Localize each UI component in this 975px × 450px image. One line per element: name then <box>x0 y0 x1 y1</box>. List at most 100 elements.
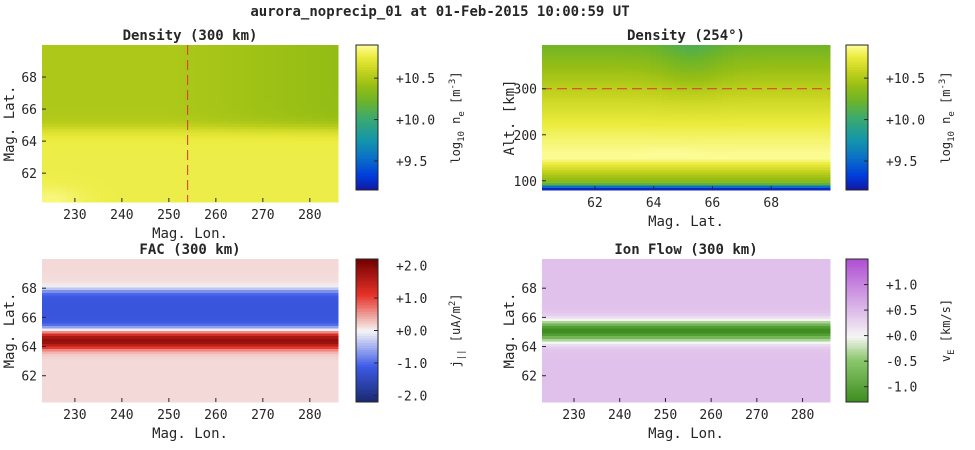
heatmap-cell <box>165 89 173 94</box>
heatmap-cell <box>109 151 117 155</box>
heatmap-cell <box>276 50 284 55</box>
heatmap-cell <box>239 112 247 116</box>
heatmap-cell <box>60 78 68 83</box>
heatmap-cell <box>79 193 86 197</box>
heatmap-cell <box>257 157 265 161</box>
heatmap-cell <box>245 45 253 49</box>
heatmap-cell <box>171 103 179 108</box>
heatmap-cell <box>159 134 166 139</box>
heatmap-cell <box>97 73 105 77</box>
heatmap-cell <box>171 61 179 66</box>
heatmap-cell <box>202 98 210 102</box>
heatmap-cell <box>66 171 74 175</box>
heatmap-cell <box>42 98 49 102</box>
heatmap-cell <box>54 145 62 150</box>
heatmap-cell <box>196 131 203 136</box>
heatmap-cell <box>294 109 302 113</box>
heatmap-cell <box>42 140 49 144</box>
heatmap-cell <box>128 95 136 99</box>
colorbar-label-superscript: -3 <box>448 79 458 90</box>
heatmap-cell <box>116 185 123 189</box>
heatmap-cell <box>97 56 105 60</box>
heatmap-cell <box>109 157 117 161</box>
heatmap-cell <box>202 56 210 60</box>
heatmap-cell <box>227 196 234 200</box>
heatmap-cell <box>319 148 327 153</box>
heatmap-cell <box>220 151 228 155</box>
colorbar-label-text: ] <box>449 71 463 78</box>
heatmap-cell <box>48 157 55 161</box>
heatmap-cell <box>122 56 129 60</box>
heatmap-cell <box>251 176 259 181</box>
heatmap-cell <box>159 176 166 181</box>
heatmap-cell <box>270 64 277 69</box>
heatmap-cell <box>97 89 105 94</box>
heatmap-cell <box>165 131 173 136</box>
heatmap-cell <box>680 45 687 49</box>
heatmap-cell <box>251 159 259 164</box>
heatmap-cell <box>227 103 234 108</box>
heatmap-cell <box>109 196 117 200</box>
heatmap-cell <box>109 92 117 97</box>
heatmap-cell <box>128 176 136 181</box>
heatmap-cell <box>116 196 123 200</box>
heatmap-cell <box>233 61 240 66</box>
heatmap-cell <box>103 134 111 139</box>
heatmap-cell <box>294 106 302 111</box>
heatmap-cell <box>66 157 74 161</box>
heatmap-cell <box>313 70 321 74</box>
heatmap-cell <box>122 140 129 144</box>
heatmap-cell <box>42 101 49 105</box>
heatmap-cell <box>153 98 160 102</box>
heatmap-cell <box>42 134 49 139</box>
heatmap-cell <box>116 168 123 172</box>
heatmap-cell <box>257 103 265 108</box>
heatmap-cell <box>288 117 296 122</box>
heatmap-cell <box>257 176 265 181</box>
heatmap-cell <box>282 145 290 150</box>
heatmap-cell <box>66 162 74 167</box>
heatmap-cell <box>301 56 308 60</box>
heatmap-cell <box>42 61 49 66</box>
heatmap-cell <box>79 123 86 127</box>
heatmap-cell <box>103 126 111 130</box>
heatmap-cell <box>116 75 123 80</box>
heatmap-cell <box>103 179 111 183</box>
heatmap-cell <box>270 84 277 88</box>
heatmap-cell <box>202 87 210 91</box>
heatmap-cell <box>202 75 210 80</box>
heatmap-cell <box>270 112 277 116</box>
heatmap-cell <box>103 137 111 141</box>
heatmap-cell <box>122 173 129 178</box>
heatmap-cell <box>301 67 308 71</box>
heatmap-cell <box>220 87 228 91</box>
heatmap-cell <box>301 145 308 150</box>
heatmap-cell <box>146 151 154 155</box>
heatmap-cell <box>122 81 129 85</box>
heatmap-cell <box>301 120 308 125</box>
heatmap-cell <box>177 140 185 144</box>
heatmap-cell <box>128 179 136 183</box>
heatmap-cell <box>288 173 296 178</box>
heatmap-cell <box>97 87 105 91</box>
heatmap-cell <box>251 109 259 113</box>
heatmap-cell <box>214 179 222 183</box>
heatmap-cell <box>116 182 123 186</box>
heatmap-cell <box>140 134 148 139</box>
heatmap-cell <box>91 162 99 167</box>
heatmap-cell <box>97 47 105 52</box>
heatmap-cell <box>116 148 123 153</box>
heatmap-cell <box>307 87 314 91</box>
heatmap-cell <box>282 70 290 74</box>
heatmap-cell <box>220 67 228 71</box>
heatmap-cell <box>183 131 191 136</box>
heatmap-cell <box>190 165 197 169</box>
heatmap-cell <box>54 50 62 55</box>
heatmap-cell <box>54 157 62 161</box>
heatmap-cell <box>122 151 129 155</box>
heatmap-cell <box>319 162 327 167</box>
heatmap-cell <box>220 56 228 60</box>
heatmap-cell <box>177 84 185 88</box>
heatmap-cell <box>140 145 148 150</box>
heatmap-cell <box>116 67 123 71</box>
